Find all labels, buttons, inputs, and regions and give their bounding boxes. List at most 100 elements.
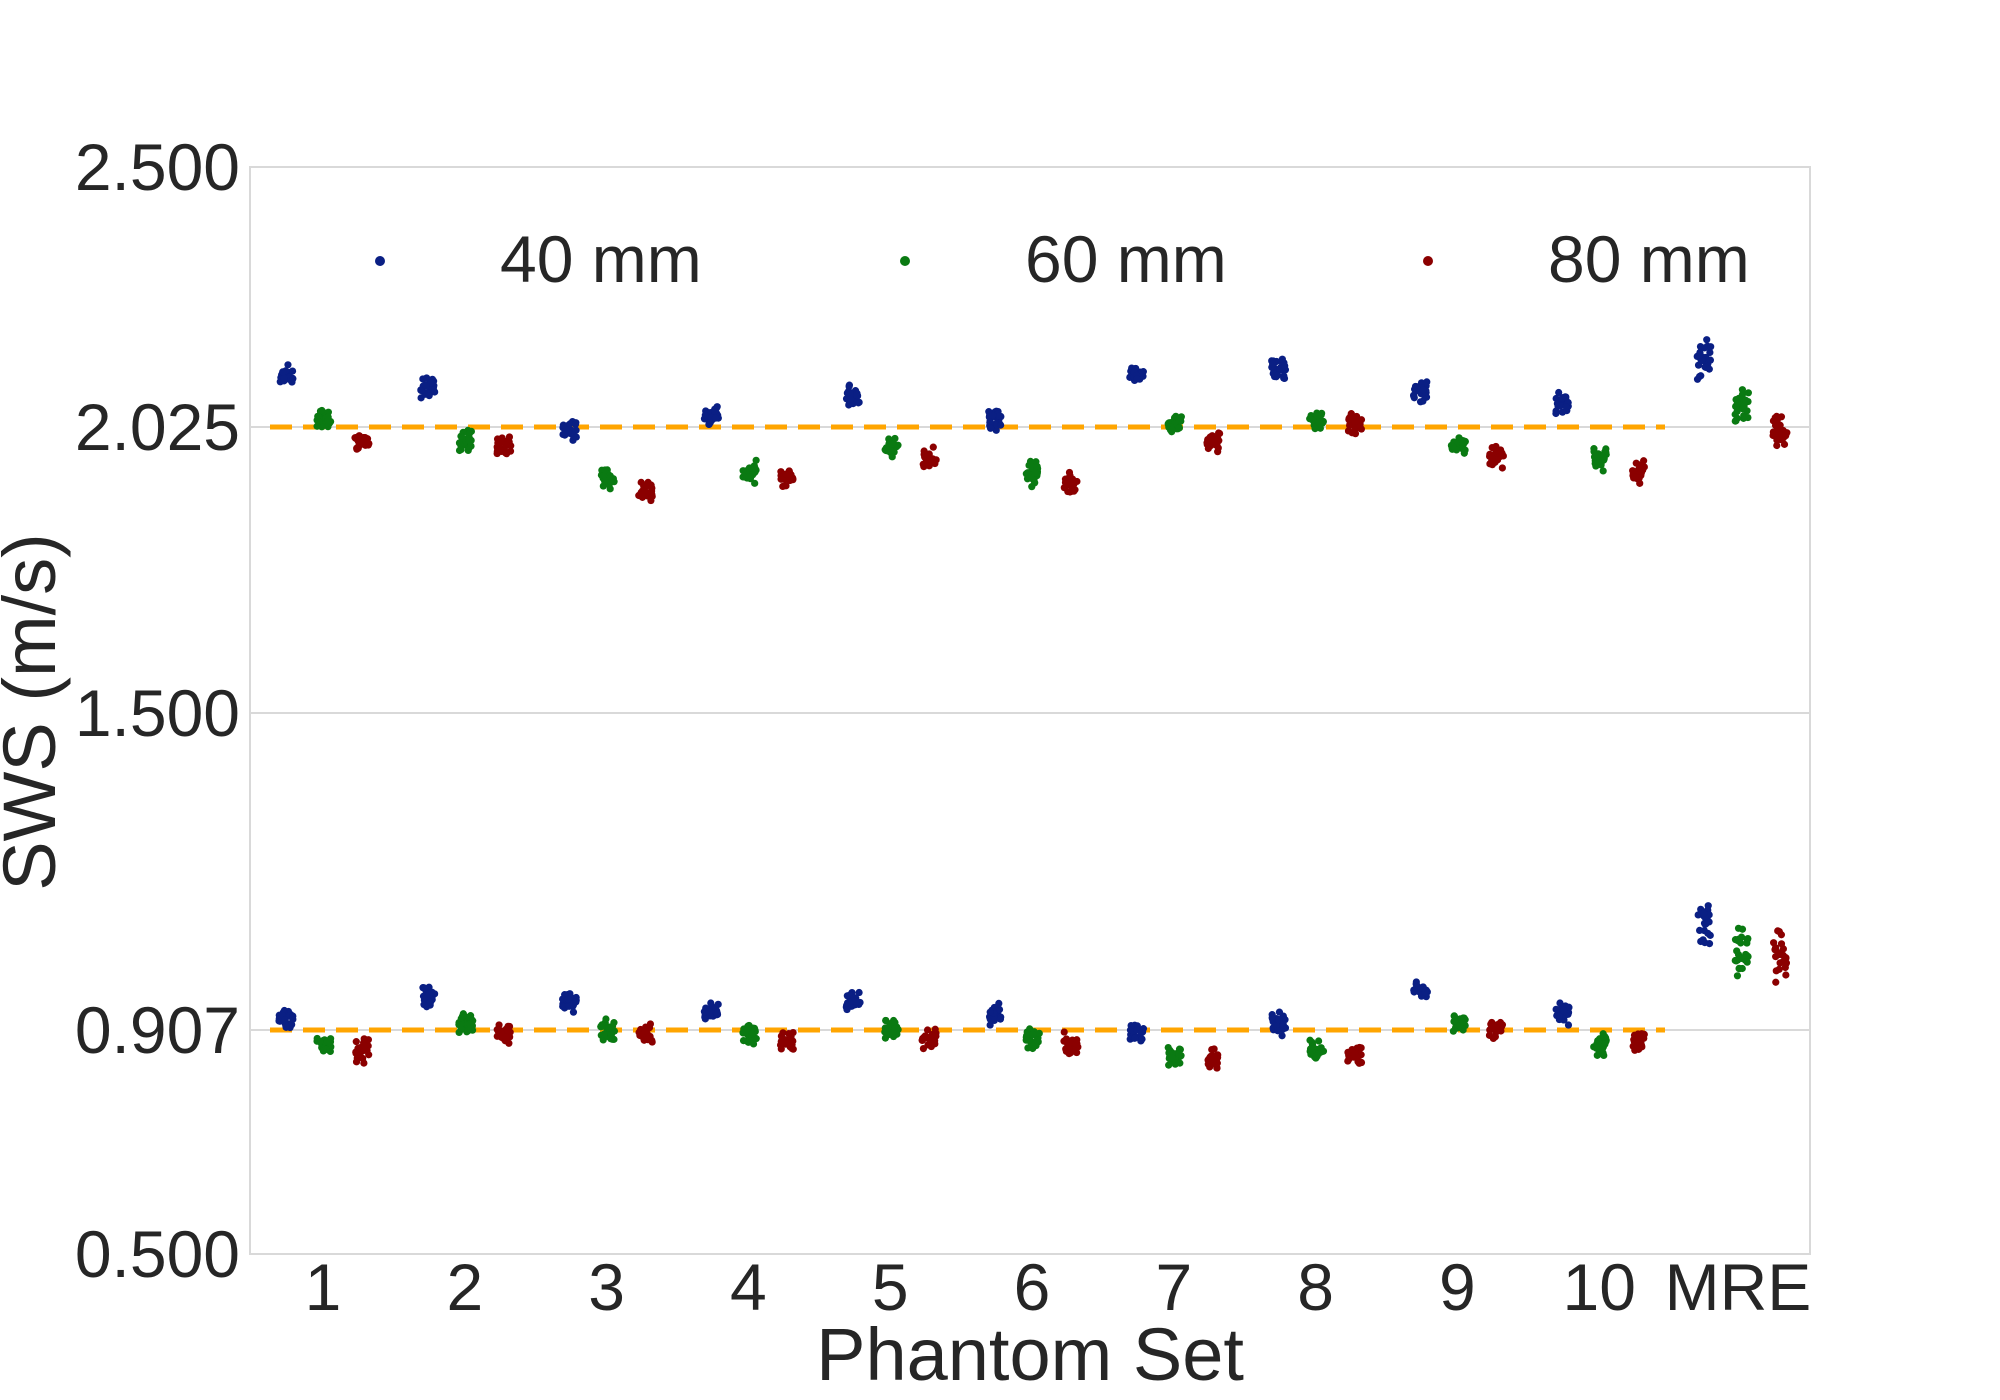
data-point [279, 368, 287, 376]
legend-label: 80 mm [1548, 222, 1750, 296]
data-point [1035, 1029, 1043, 1037]
y-tick-label: 2.025 [75, 390, 240, 464]
data-point [1028, 483, 1036, 491]
data-point [1351, 430, 1360, 438]
x-axis-title: Phantom Set [816, 1313, 1244, 1396]
data-point [417, 386, 425, 395]
data-point [1704, 902, 1712, 910]
y-axis-title: SWS (m/s) [0, 533, 71, 891]
data-point [646, 1020, 655, 1028]
data-point [739, 467, 747, 475]
data-point [1592, 1044, 1601, 1052]
data-point [643, 488, 651, 497]
data-points [275, 336, 1791, 1072]
x-tick-label: 10 [1562, 1250, 1635, 1324]
data-point [493, 1032, 501, 1040]
data-point [845, 382, 853, 390]
data-point [986, 419, 994, 427]
y-tick-labels: 0.500 0.907 1.500 2.025 2.500 [75, 130, 240, 1291]
legend-label: 60 mm [1025, 222, 1227, 296]
data-point [464, 1027, 472, 1035]
data-point [882, 446, 890, 455]
data-point [1695, 351, 1704, 359]
data-point [1635, 1034, 1643, 1043]
grid-layer [250, 166, 1810, 1255]
data-point [701, 411, 709, 419]
x-tick-labels: 1 2 3 4 5 6 7 8 9 10 MRE [305, 1250, 1812, 1324]
data-point [1133, 375, 1141, 383]
data-point [920, 1033, 928, 1041]
data-point [705, 1008, 713, 1016]
data-point [1602, 445, 1610, 453]
data-point [1026, 457, 1035, 466]
legend-label: 40 mm [500, 222, 702, 296]
data-point [931, 459, 939, 468]
data-point [779, 1029, 787, 1037]
data-point [850, 993, 858, 1002]
data-point [1780, 440, 1789, 448]
data-point [1206, 1061, 1214, 1069]
data-point [883, 1028, 891, 1036]
data-point [995, 412, 1003, 420]
data-point [572, 433, 580, 441]
data-point [423, 374, 431, 382]
data-point [1777, 931, 1786, 939]
data-point [1744, 389, 1752, 397]
data-point [1029, 1031, 1037, 1039]
data-point [426, 998, 435, 1006]
data-point [597, 1023, 605, 1031]
legend-marker [1423, 256, 1433, 266]
data-point [1060, 1037, 1068, 1045]
data-point [354, 437, 362, 445]
data-point [1705, 365, 1713, 373]
data-point [1357, 425, 1365, 433]
data-point [1311, 425, 1319, 433]
data-point [1491, 1024, 1500, 1032]
data-point [352, 1038, 360, 1046]
data-point [459, 1010, 467, 1018]
data-point [420, 1001, 428, 1009]
data-point [920, 447, 928, 455]
data-point [1274, 1027, 1282, 1035]
data-point [1419, 386, 1427, 394]
x-tick-label: 1 [305, 1250, 342, 1324]
data-point [751, 479, 759, 487]
data-point [1281, 362, 1289, 370]
data-point [1486, 460, 1494, 468]
data-point [744, 473, 753, 481]
data-point [1357, 1044, 1365, 1052]
data-point [280, 374, 288, 382]
x-tick-label: 5 [872, 1250, 909, 1324]
data-point [644, 1036, 652, 1044]
data-point [1459, 439, 1467, 448]
data-point [566, 420, 574, 428]
data-point [602, 1015, 610, 1023]
data-point [748, 1030, 756, 1038]
data-point [1737, 954, 1745, 962]
data-point [1491, 1033, 1499, 1041]
data-point [1165, 1061, 1173, 1069]
data-point [707, 999, 715, 1007]
data-point [1280, 374, 1288, 382]
data-point [1773, 421, 1781, 430]
data-point [1593, 451, 1601, 459]
data-point [600, 1030, 608, 1038]
data-point [637, 491, 645, 499]
data-point [1601, 1032, 1609, 1041]
data-point [1357, 1058, 1366, 1067]
data-point [1555, 388, 1563, 397]
data-point [1172, 412, 1180, 420]
data-point [1306, 415, 1314, 423]
data-point [324, 417, 332, 425]
data-point [992, 426, 1000, 434]
data-point [1598, 1045, 1606, 1054]
data-point [289, 375, 297, 383]
data-point [855, 398, 863, 406]
data-point [1777, 940, 1786, 948]
data-point [1352, 417, 1360, 425]
data-point [1635, 461, 1643, 469]
data-point [1556, 402, 1564, 410]
data-point [607, 478, 615, 486]
data-point [1742, 396, 1750, 404]
data-point [360, 1041, 368, 1050]
